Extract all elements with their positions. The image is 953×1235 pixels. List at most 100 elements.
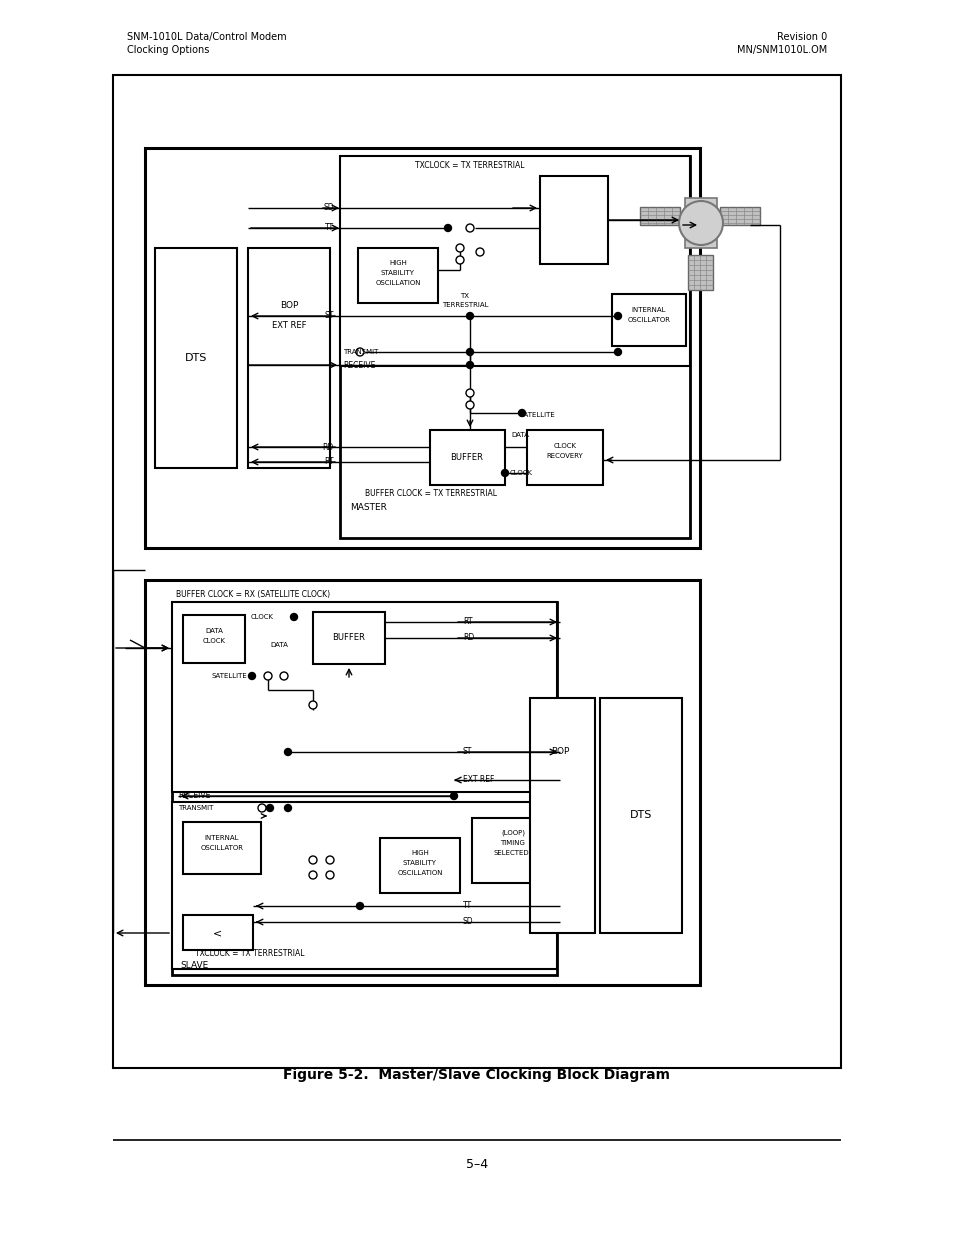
Circle shape — [284, 748, 292, 756]
Text: CLOCK: CLOCK — [553, 443, 576, 450]
Circle shape — [257, 804, 266, 811]
Text: CLOCK: CLOCK — [510, 471, 533, 475]
Bar — [339, 156, 689, 366]
Circle shape — [326, 856, 334, 864]
Bar — [172, 802, 557, 969]
Circle shape — [614, 348, 620, 356]
Text: SLAVE: SLAVE — [180, 961, 208, 969]
Text: EXT REF: EXT REF — [462, 776, 494, 784]
Text: TXCLOCK = TX TERRESTRIAL: TXCLOCK = TX TERRESTRIAL — [415, 161, 524, 169]
Text: OSCILLATOR: OSCILLATOR — [200, 845, 243, 851]
Circle shape — [456, 256, 463, 264]
Bar — [472, 818, 554, 883]
Text: TERRESTRIAL: TERRESTRIAL — [441, 303, 488, 308]
Text: TRANSMIT: TRANSMIT — [178, 805, 213, 811]
Text: RECEIVE: RECEIVE — [343, 361, 375, 369]
Text: TT: TT — [325, 224, 334, 232]
Bar — [687, 254, 712, 290]
Text: DATA: DATA — [511, 432, 528, 438]
Text: CLOCK: CLOCK — [251, 614, 274, 620]
Text: RD: RD — [462, 634, 474, 642]
Text: OSCILLATION: OSCILLATION — [375, 280, 420, 287]
Bar — [339, 156, 689, 538]
Circle shape — [284, 804, 292, 811]
Circle shape — [466, 312, 473, 320]
Text: BOP: BOP — [279, 301, 298, 310]
Circle shape — [248, 673, 255, 679]
Text: SATELLITE: SATELLITE — [211, 673, 247, 679]
Circle shape — [456, 245, 463, 252]
Text: HIGH: HIGH — [411, 850, 429, 856]
Bar — [183, 915, 253, 950]
Text: BUFFER CLOCK = RX (SATELLITE CLOCK): BUFFER CLOCK = RX (SATELLITE CLOCK) — [175, 589, 330, 599]
Text: TX: TX — [460, 293, 469, 299]
Bar — [720, 207, 760, 225]
Circle shape — [465, 224, 474, 232]
Text: SD: SD — [462, 918, 473, 926]
Circle shape — [466, 348, 473, 356]
Bar — [612, 294, 685, 346]
Bar — [430, 430, 504, 485]
Bar — [639, 207, 679, 225]
Circle shape — [476, 248, 483, 256]
Text: RD: RD — [322, 442, 334, 452]
Circle shape — [679, 201, 722, 245]
Circle shape — [291, 614, 297, 620]
Text: MASTER: MASTER — [350, 503, 387, 511]
Text: STABILITY: STABILITY — [402, 860, 436, 866]
Text: OSCILLATOR: OSCILLATOR — [627, 317, 670, 324]
Text: SD: SD — [323, 204, 334, 212]
Text: RT: RT — [324, 457, 334, 467]
Bar — [530, 698, 595, 932]
Circle shape — [280, 672, 288, 680]
Circle shape — [501, 469, 508, 477]
Circle shape — [356, 903, 363, 909]
Bar — [599, 698, 681, 932]
Bar — [183, 823, 261, 874]
Circle shape — [450, 793, 457, 799]
Text: STABILITY: STABILITY — [380, 270, 415, 275]
Bar — [172, 601, 557, 792]
Bar — [183, 615, 245, 663]
Text: TXCLOCK = TX TERRESTRIAL: TXCLOCK = TX TERRESTRIAL — [194, 948, 304, 957]
Bar — [684, 198, 717, 248]
Bar — [172, 601, 557, 974]
Text: RECOVERY: RECOVERY — [546, 453, 583, 459]
Bar — [539, 177, 607, 264]
Text: OSCILLATION: OSCILLATION — [396, 869, 442, 876]
Text: INTERNAL: INTERNAL — [631, 308, 665, 312]
Circle shape — [266, 804, 274, 811]
Bar — [357, 248, 437, 303]
Text: <: < — [213, 927, 222, 939]
Bar — [112, 75, 841, 1068]
Text: ST: ST — [462, 747, 472, 757]
Circle shape — [355, 348, 364, 356]
Text: SNM-1010L Data/Control Modem: SNM-1010L Data/Control Modem — [127, 32, 286, 42]
Circle shape — [465, 389, 474, 396]
Text: Clocking Options: Clocking Options — [127, 44, 209, 56]
Text: RECEIVE: RECEIVE — [178, 792, 211, 800]
Text: Figure 5-2.  Master/Slave Clocking Block Diagram: Figure 5-2. Master/Slave Clocking Block … — [283, 1068, 670, 1082]
Text: RT: RT — [462, 618, 472, 626]
Text: BUFFER: BUFFER — [450, 453, 483, 462]
Text: SATELLITE: SATELLITE — [519, 412, 556, 417]
Circle shape — [309, 856, 316, 864]
Text: (LOOP): (LOOP) — [500, 830, 524, 836]
Circle shape — [465, 401, 474, 409]
Text: TIMING: TIMING — [500, 840, 525, 846]
Text: EXT REF: EXT REF — [272, 321, 306, 331]
Text: DTS: DTS — [629, 810, 652, 820]
Text: Revision 0: Revision 0 — [776, 32, 826, 42]
Bar — [313, 613, 385, 664]
Circle shape — [309, 701, 316, 709]
Circle shape — [518, 410, 525, 416]
Bar — [526, 430, 602, 485]
Text: ST: ST — [324, 311, 334, 321]
Bar — [145, 580, 700, 986]
Text: TRANSMIT: TRANSMIT — [343, 350, 378, 354]
Text: TT: TT — [462, 902, 472, 910]
Text: DATA: DATA — [270, 642, 288, 648]
Circle shape — [614, 312, 620, 320]
Text: BUFFER CLOCK = TX TERRESTRIAL: BUFFER CLOCK = TX TERRESTRIAL — [365, 489, 497, 499]
Text: INTERNAL: INTERNAL — [205, 835, 239, 841]
